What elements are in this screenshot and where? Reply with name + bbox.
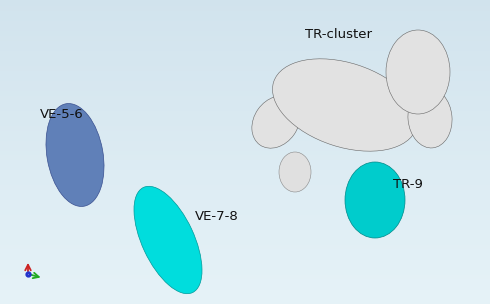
Ellipse shape xyxy=(345,162,405,238)
Ellipse shape xyxy=(386,30,450,114)
Text: VE-5-6: VE-5-6 xyxy=(40,108,84,121)
Text: TR-9: TR-9 xyxy=(393,178,423,191)
Ellipse shape xyxy=(279,152,311,192)
Ellipse shape xyxy=(252,96,300,148)
Ellipse shape xyxy=(134,186,202,294)
Text: TR-cluster: TR-cluster xyxy=(305,28,372,41)
Text: VE-7-8: VE-7-8 xyxy=(195,210,239,223)
Ellipse shape xyxy=(272,59,417,151)
Ellipse shape xyxy=(46,104,104,206)
Ellipse shape xyxy=(408,88,452,148)
